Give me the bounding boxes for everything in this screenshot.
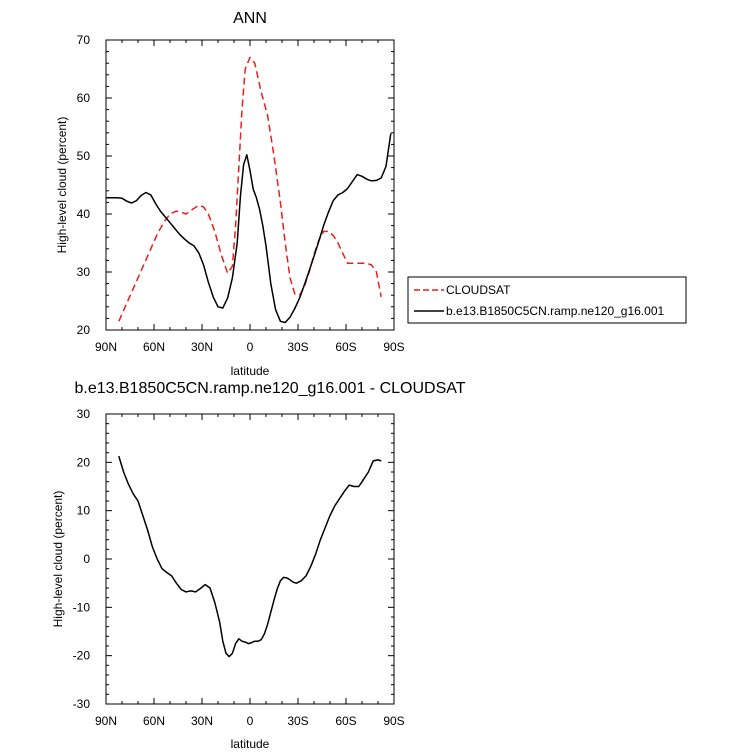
legend-box	[407, 276, 687, 324]
bottom-plot-frame	[105, 413, 395, 705]
bottom-x-tick-label: 0	[247, 714, 254, 728]
legend: CLOUDSAT b.e13.B1850C5CN.ramp.ne120_g16.…	[407, 276, 687, 324]
bottom-panel: b.e13.B1850C5CN.ramp.ne120_g16.001 - CLO…	[51, 380, 466, 751]
top-series-line-0	[118, 56, 382, 322]
bottom-x-axis-label: latitude	[231, 737, 270, 751]
top-y-tick-label: 60	[77, 91, 91, 105]
bottom-y-tick-label: -20	[73, 649, 91, 663]
top-plot-frame	[105, 39, 395, 331]
top-x-tick-label: 60S	[335, 340, 356, 354]
top-x-tick-label: 90N	[95, 340, 117, 354]
bottom-y-tick-label: -10	[73, 600, 91, 614]
top-plot-lines	[106, 56, 392, 324]
bottom-series-line-0	[118, 455, 382, 658]
bottom-x-tick-label: 60S	[335, 714, 356, 728]
bottom-y-axis-label: High-level cloud (percent)	[51, 491, 65, 628]
top-y-tick-label: 70	[77, 33, 91, 47]
top-x-tick-label: 30S	[287, 340, 308, 354]
legend-label-cloudsat: CLOUDSAT	[446, 283, 511, 297]
bottom-x-tick-label: 60N	[143, 714, 165, 728]
bottom-chart-title: b.e13.B1850C5CN.ramp.ne120_g16.001 - CLO…	[74, 380, 465, 397]
top-axes: 90N 60N 30N 0 30S 60S 90S 20 30 40 50 60 70	[77, 33, 405, 354]
top-series-line-1	[106, 133, 392, 324]
legend-label-model: b.e13.B1850C5CN.ramp.ne120_g16.001	[446, 304, 664, 318]
top-x-tick-label: 90S	[383, 340, 404, 354]
top-x-tick-label: 60N	[143, 340, 165, 354]
top-y-axis-label: High-level cloud (percent)	[55, 117, 69, 254]
bottom-y-tick-label: 10	[77, 504, 91, 518]
bottom-y-tick-label: 20	[77, 455, 91, 469]
top-x-tick-label: 30N	[191, 340, 213, 354]
bottom-plot-lines	[118, 455, 382, 658]
top-chart-title: ANN	[233, 10, 267, 27]
bottom-x-tick-label: 30N	[191, 714, 213, 728]
top-x-axis-label: latitude	[231, 364, 270, 378]
bottom-x-tick-label: 90N	[95, 714, 117, 728]
bottom-axes: 90N 60N 30N 0 30S 60S 90S -30 -20 -10 0 10 20 30	[73, 407, 405, 728]
top-y-tick-label: 50	[77, 149, 91, 163]
top-panel: ANN High-level cloud (percent) latitude …	[55, 10, 405, 378]
bottom-y-tick-label: 0	[83, 552, 90, 566]
bottom-x-tick-label: 90S	[383, 714, 404, 728]
bottom-x-tick-label: 30S	[287, 714, 308, 728]
bottom-y-tick-label: 30	[77, 407, 91, 421]
bottom-y-tick-label: -30	[73, 697, 91, 711]
top-y-tick-label: 20	[77, 323, 91, 337]
top-y-tick-label: 30	[77, 265, 91, 279]
top-y-tick-label: 40	[77, 207, 91, 221]
top-x-tick-label: 0	[247, 340, 254, 354]
